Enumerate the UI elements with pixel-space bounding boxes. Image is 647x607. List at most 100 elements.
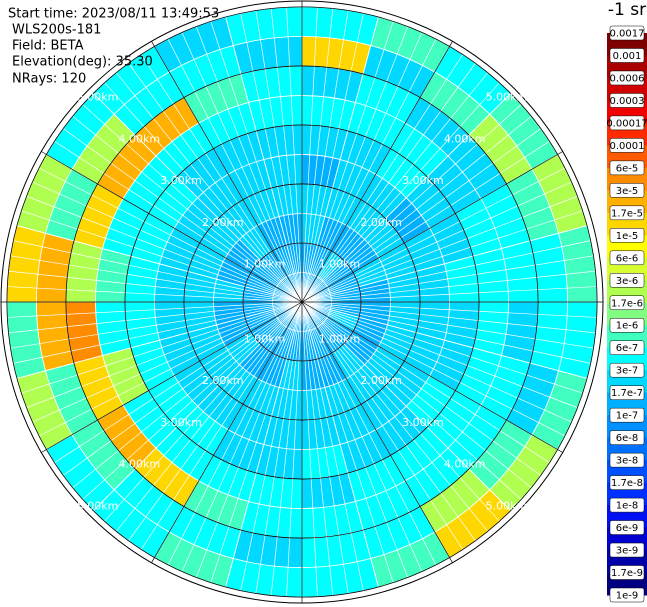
- colorbar-label-box: [609, 497, 645, 513]
- colorbar-label-box: [609, 520, 645, 535]
- ray-gap: [301, 116, 532, 303]
- ray-gap: [8, 270, 303, 303]
- ray-gap: [301, 301, 532, 488]
- ray-gap: [301, 301, 578, 409]
- ray-gap: [301, 181, 572, 303]
- colorbar-label: 3e-8: [616, 456, 639, 467]
- ray-gap: [301, 255, 594, 303]
- colorbar-label-box: [609, 115, 645, 131]
- cell: [444, 301, 480, 349]
- ray-gap: [225, 16, 303, 303]
- ray-gap: [210, 301, 303, 583]
- range-ring: [65, 65, 539, 539]
- range-label: 3.00km: [160, 174, 202, 187]
- colorbar-label: 3e-7: [616, 366, 639, 377]
- ray-gap: [301, 10, 349, 303]
- ray-gap: [255, 301, 303, 594]
- range-label: 5.00km: [486, 91, 528, 104]
- ray-gap: [72, 116, 303, 303]
- ray-gap: [63, 128, 303, 303]
- ray-gap: [301, 301, 596, 334]
- ray-gap: [270, 301, 303, 596]
- spoke: [301, 301, 563, 453]
- ray-gap: [26, 195, 303, 303]
- colorbar-label: 1.7e-9: [611, 568, 643, 579]
- colorbar-label: 1.7e-7: [611, 388, 643, 399]
- ray-gap: [301, 301, 318, 597]
- ray-gap: [225, 301, 303, 588]
- colorbar-label-box: [609, 93, 645, 108]
- colorbar-label-box: [609, 70, 645, 86]
- spoke: [151, 301, 303, 563]
- ray-gap: [21, 301, 303, 394]
- ray-gap: [301, 301, 500, 522]
- range-label: 3.00km: [402, 416, 444, 429]
- colorbar-label: 0.0017: [610, 29, 645, 40]
- ray-gap: [301, 93, 511, 303]
- ray-gap: [32, 301, 303, 423]
- ray-gap: [301, 140, 550, 303]
- spoke: [41, 151, 303, 303]
- ray-gap: [26, 301, 303, 409]
- colorbar-label: 1e-9: [616, 591, 639, 602]
- start-time: Start time: 2023/08/11 13:49:53: [8, 7, 219, 22]
- elevation: Elevation(deg): 35.30: [12, 55, 153, 70]
- range-label: 1.00km: [319, 332, 361, 345]
- ray-gap: [301, 301, 594, 349]
- colorbar-label: 1e-5: [616, 231, 639, 242]
- ray-gap: [167, 301, 303, 566]
- ray-gap: [116, 301, 303, 532]
- ray-gap: [104, 82, 303, 303]
- instrument: WLS200s-181: [12, 23, 101, 38]
- ray-gap: [301, 301, 566, 437]
- ppi-plot: 1.00km 1.00km 1.00km 1.00km 2.00km 2.00km 2.00…: [0, 0, 604, 604]
- nrays: NRays: 120: [12, 72, 86, 87]
- ray-gap: [301, 301, 334, 596]
- ray-gap: [16, 301, 303, 379]
- ray-gap: [13, 301, 303, 364]
- ray-gap: [128, 63, 303, 303]
- colorbar-label-box: [609, 250, 645, 266]
- ray-gap: [270, 8, 303, 303]
- ray-gap: [301, 301, 437, 566]
- ray-gap: [167, 38, 303, 303]
- field: Field: BETA: [12, 39, 84, 54]
- range-label: 4.00km: [444, 458, 486, 471]
- ray-gap: [38, 167, 303, 303]
- ray-gap: [181, 301, 303, 572]
- ray-gap: [301, 301, 597, 318]
- ray-gap: [16, 225, 303, 303]
- colorbar-label-box: [609, 183, 645, 198]
- ray-gap: [116, 72, 303, 303]
- colorbar-label-box: [609, 317, 645, 333]
- range-label: 1.00km: [244, 332, 286, 345]
- ray-gap: [301, 301, 541, 476]
- ray-gap: [301, 210, 583, 303]
- ray-gap: [301, 7, 318, 303]
- ray-gap: [301, 301, 550, 464]
- ray-gap: [301, 301, 591, 364]
- colorbar-label: 0.0001: [610, 141, 645, 152]
- range-label: 3.00km: [402, 174, 444, 187]
- colorbar-label: 0.00017: [606, 118, 647, 129]
- ray-gap: [195, 26, 303, 303]
- cell: [444, 255, 480, 303]
- spoke: [41, 301, 303, 453]
- ray-gap: [286, 7, 303, 303]
- colorbar-label: 1.7e-8: [611, 478, 643, 489]
- range-label: 1.00km: [244, 258, 286, 271]
- colorbar-label-box: [609, 228, 645, 243]
- ray-gap: [301, 286, 597, 303]
- range-label: 2.00km: [202, 216, 244, 229]
- range-label: 4.00km: [119, 458, 161, 471]
- colorbar-label: 0.0003: [610, 96, 645, 107]
- ray-gap: [301, 301, 379, 588]
- range-label: 5.00km: [486, 499, 528, 512]
- ray-gap: [301, 301, 572, 423]
- ray-gap: [301, 8, 334, 303]
- colorbar-label-box: [609, 430, 645, 445]
- ray-gap: [301, 128, 541, 303]
- cell: [124, 255, 160, 303]
- ray-gap: [82, 301, 303, 500]
